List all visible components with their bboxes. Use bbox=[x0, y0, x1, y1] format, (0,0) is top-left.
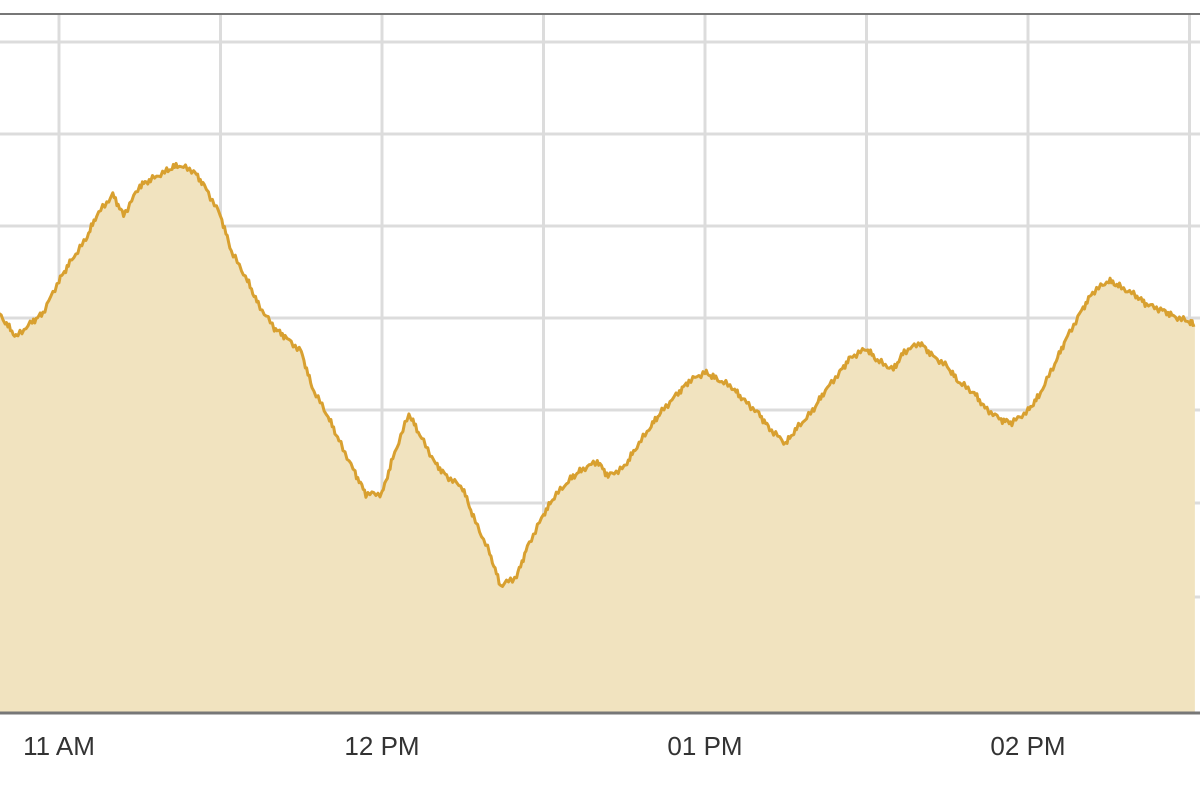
x-tick-label: 01 PM bbox=[667, 731, 742, 761]
x-tick-label: 12 PM bbox=[344, 731, 419, 761]
series-area-fill bbox=[0, 163, 1195, 713]
x-tick-label: 11 AM bbox=[23, 731, 95, 761]
x-tick-label: 02 PM bbox=[990, 731, 1065, 761]
x-axis-tick-labels: 11 AM 12 PM 01 PM 02 PM bbox=[23, 731, 1065, 761]
series-line bbox=[0, 161, 1196, 588]
